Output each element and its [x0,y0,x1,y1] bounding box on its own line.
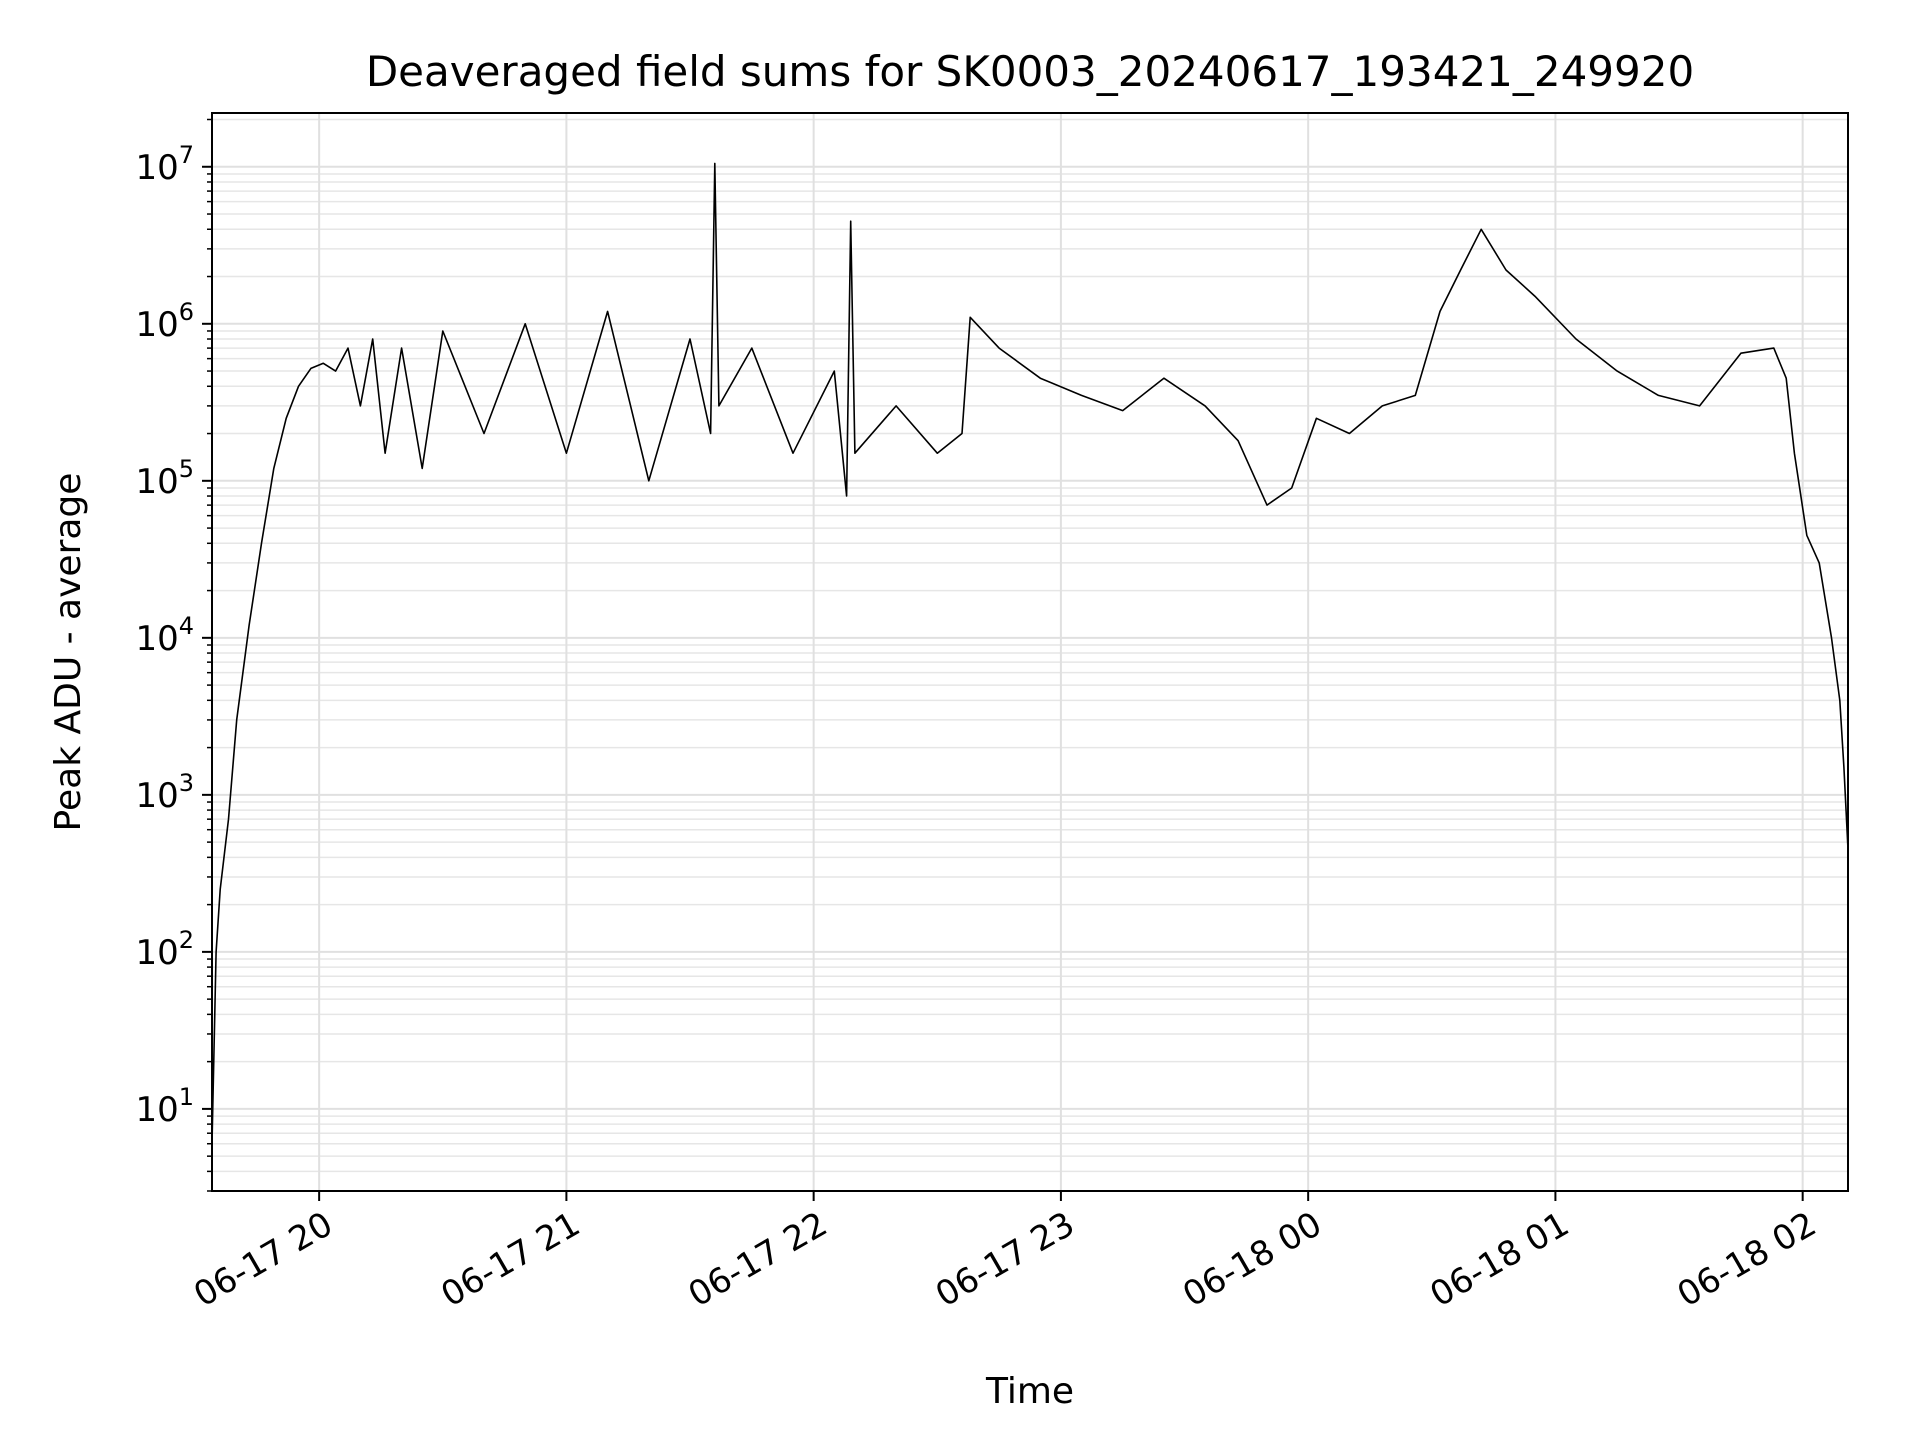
y-tick-label: 104 [135,612,194,659]
y-tick-label: 106 [135,298,194,345]
y-tick-label: 102 [135,926,194,973]
plot-area-frame [211,112,1849,1192]
chart-title: Deaveraged field sums for SK0003_2024061… [366,47,1694,96]
x-axis-label: Time [985,1371,1074,1412]
y-tick-label: 105 [135,455,194,502]
y-axis-label: Peak ADU - average [48,473,89,832]
series-line [211,162,1849,1144]
series-group [211,162,1849,1144]
y-tick-label: 101 [135,1083,194,1130]
y-tick-label: 107 [135,141,194,188]
y-axis: 101 102 103 104 105 106 107 [135,118,212,1192]
y-tick-label: 103 [135,769,194,816]
grid-lines [212,113,1848,1192]
